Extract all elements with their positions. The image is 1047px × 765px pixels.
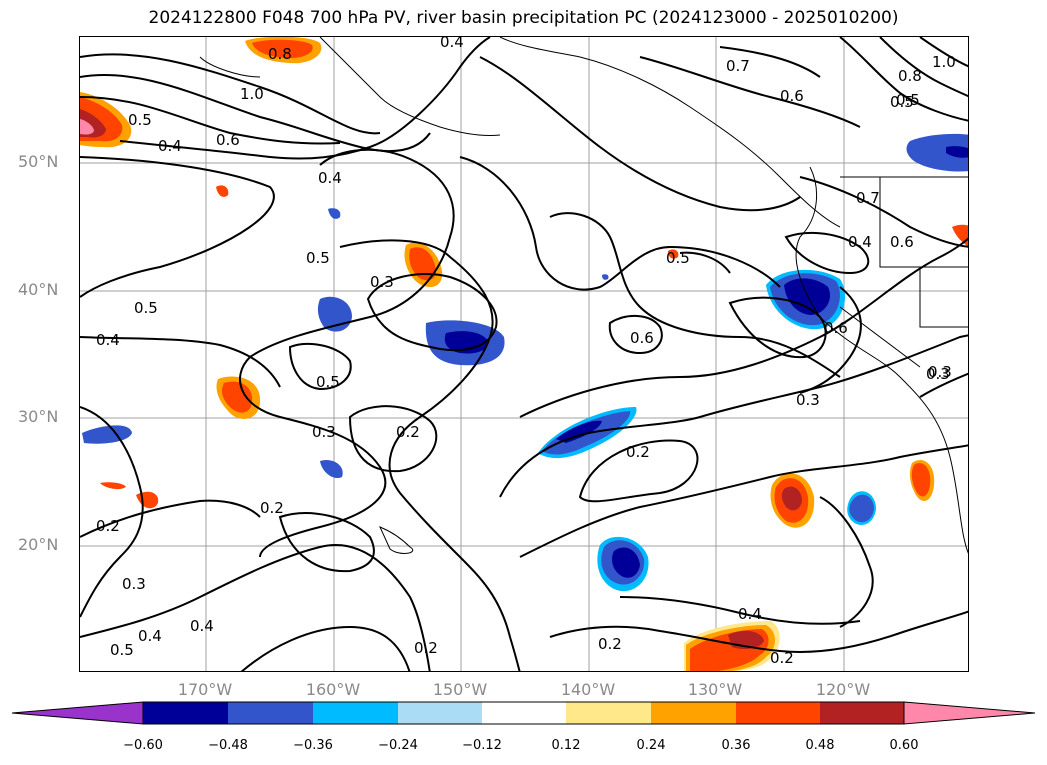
lon-label-120w: 120°W bbox=[815, 680, 871, 699]
contour-label: 0.6 bbox=[780, 87, 804, 105]
lon-label-170w: 170°W bbox=[177, 680, 233, 699]
lat-label-50n: 50°N bbox=[18, 152, 59, 171]
contour-label: 0.8 bbox=[898, 67, 922, 85]
contour-label: 0.3 bbox=[928, 363, 952, 381]
contour-label: 0.2 bbox=[414, 639, 438, 657]
colorbar-segment bbox=[820, 702, 904, 724]
contour-label: 0.4 bbox=[318, 169, 342, 187]
contour-label: 0.8 bbox=[268, 45, 292, 63]
contour-label: 0.5 bbox=[666, 249, 690, 267]
colorbar-tick: −0.60 bbox=[123, 738, 163, 753]
contour-label: 0.2 bbox=[396, 423, 420, 441]
colorbar bbox=[11, 701, 1036, 725]
contour-label: 0.3 bbox=[926, 365, 950, 383]
colorbar-segment bbox=[566, 702, 651, 724]
colorbar-segment bbox=[736, 702, 820, 724]
colorbar-tick: 0.12 bbox=[551, 738, 581, 753]
contour-label: 0.5 bbox=[896, 91, 920, 109]
contour-label: 0.2 bbox=[626, 443, 650, 461]
contour-label: 0.3 bbox=[122, 575, 146, 593]
colorbar-segment bbox=[398, 702, 482, 724]
contour-label: 0.5 bbox=[306, 249, 330, 267]
colorbar-tick: 0.24 bbox=[636, 738, 666, 753]
contour-label: 0.4 bbox=[158, 137, 182, 155]
colorbar-segment bbox=[482, 702, 566, 724]
contour-label: 0.2 bbox=[96, 517, 120, 535]
lon-label-150w: 150°W bbox=[432, 680, 488, 699]
contour-label: 0.4 bbox=[190, 617, 214, 635]
contour-label: 0.4 bbox=[96, 331, 120, 349]
lat-label-30n: 30°N bbox=[18, 407, 59, 426]
contour-label: 0.3 bbox=[370, 273, 394, 291]
colorbar-extend-low bbox=[11, 701, 144, 725]
colorbar-segment bbox=[313, 702, 398, 724]
contour-label: 1.0 bbox=[932, 53, 956, 71]
lon-label-160w: 160°W bbox=[305, 680, 361, 699]
contour-label: 0.3 bbox=[796, 391, 820, 409]
contour-label: 0.3 bbox=[312, 423, 336, 441]
contour-label: 0.2 bbox=[260, 499, 284, 517]
colorbar-segment bbox=[143, 702, 228, 724]
colorbar-tick: −0.36 bbox=[293, 738, 333, 753]
contour-labels: 0.8 1.0 0.5 0.4 0.6 0.4 0.5 0.3 0.5 0.4 … bbox=[96, 37, 956, 667]
contour-label: 0.2 bbox=[770, 649, 794, 667]
contour-label: 0.5 bbox=[316, 373, 340, 391]
colorbar-extend-high bbox=[903, 701, 1036, 725]
contour-label: 0.6 bbox=[890, 233, 914, 251]
map-canvas: 0.8 1.0 0.5 0.4 0.6 0.4 0.5 0.3 0.5 0.4 … bbox=[80, 37, 968, 671]
coastlines bbox=[199, 37, 968, 554]
colorbar-tick: 0.60 bbox=[889, 738, 919, 753]
contour-label: 0.5 bbox=[110, 641, 134, 659]
pv-contours bbox=[80, 37, 968, 671]
lat-label-20n: 20°N bbox=[18, 535, 59, 554]
contour-label: 0.7 bbox=[726, 57, 750, 75]
colorbar-tick: 0.36 bbox=[721, 738, 751, 753]
colorbar-tick: −0.12 bbox=[462, 738, 502, 753]
lat-label-40n: 40°N bbox=[18, 280, 59, 299]
contour-label: 0.4 bbox=[848, 233, 872, 251]
colorbar-tick: −0.48 bbox=[208, 738, 248, 753]
contour-label: 0.5 bbox=[128, 111, 152, 129]
contour-label: 0.6 bbox=[824, 319, 848, 337]
precip-shading bbox=[80, 37, 968, 671]
lon-label-140w: 140°W bbox=[560, 680, 616, 699]
lon-label-130w: 130°W bbox=[687, 680, 743, 699]
contour-label: 0.4 bbox=[440, 37, 464, 51]
contour-label: 0.6 bbox=[216, 131, 240, 149]
colorbar-segment bbox=[651, 702, 736, 724]
contour-label: 0.7 bbox=[856, 189, 880, 207]
contour-label: 0.4 bbox=[738, 605, 762, 623]
colorbar-segment bbox=[228, 702, 313, 724]
map-title: 2024122800 F048 700 hPa PV, river basin … bbox=[148, 8, 899, 28]
colorbar-tick: −0.24 bbox=[378, 738, 418, 753]
contour-label: 0.6 bbox=[630, 329, 654, 347]
contour-label: 1.0 bbox=[240, 85, 264, 103]
contour-label: 0.5 bbox=[890, 93, 914, 111]
graticule bbox=[80, 37, 968, 671]
contour-label: 0.5 bbox=[134, 299, 158, 317]
colorbar-tick: 0.48 bbox=[805, 738, 835, 753]
contour-label: 0.2 bbox=[598, 635, 622, 653]
map-panel: 0.8 1.0 0.5 0.4 0.6 0.4 0.5 0.3 0.5 0.4 … bbox=[79, 36, 969, 672]
contour-label: 0.4 bbox=[138, 627, 162, 645]
